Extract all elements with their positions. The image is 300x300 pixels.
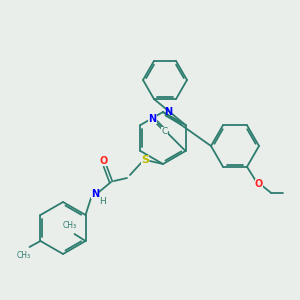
Text: O: O xyxy=(100,156,108,166)
Text: H: H xyxy=(100,196,106,206)
Text: C: C xyxy=(161,127,168,136)
Text: S: S xyxy=(141,155,149,165)
Text: N: N xyxy=(91,189,99,199)
Text: CH₃: CH₃ xyxy=(16,250,31,260)
Text: N: N xyxy=(164,107,172,117)
Text: CH₃: CH₃ xyxy=(62,221,76,230)
Text: O: O xyxy=(255,179,263,189)
Text: N: N xyxy=(148,114,157,124)
